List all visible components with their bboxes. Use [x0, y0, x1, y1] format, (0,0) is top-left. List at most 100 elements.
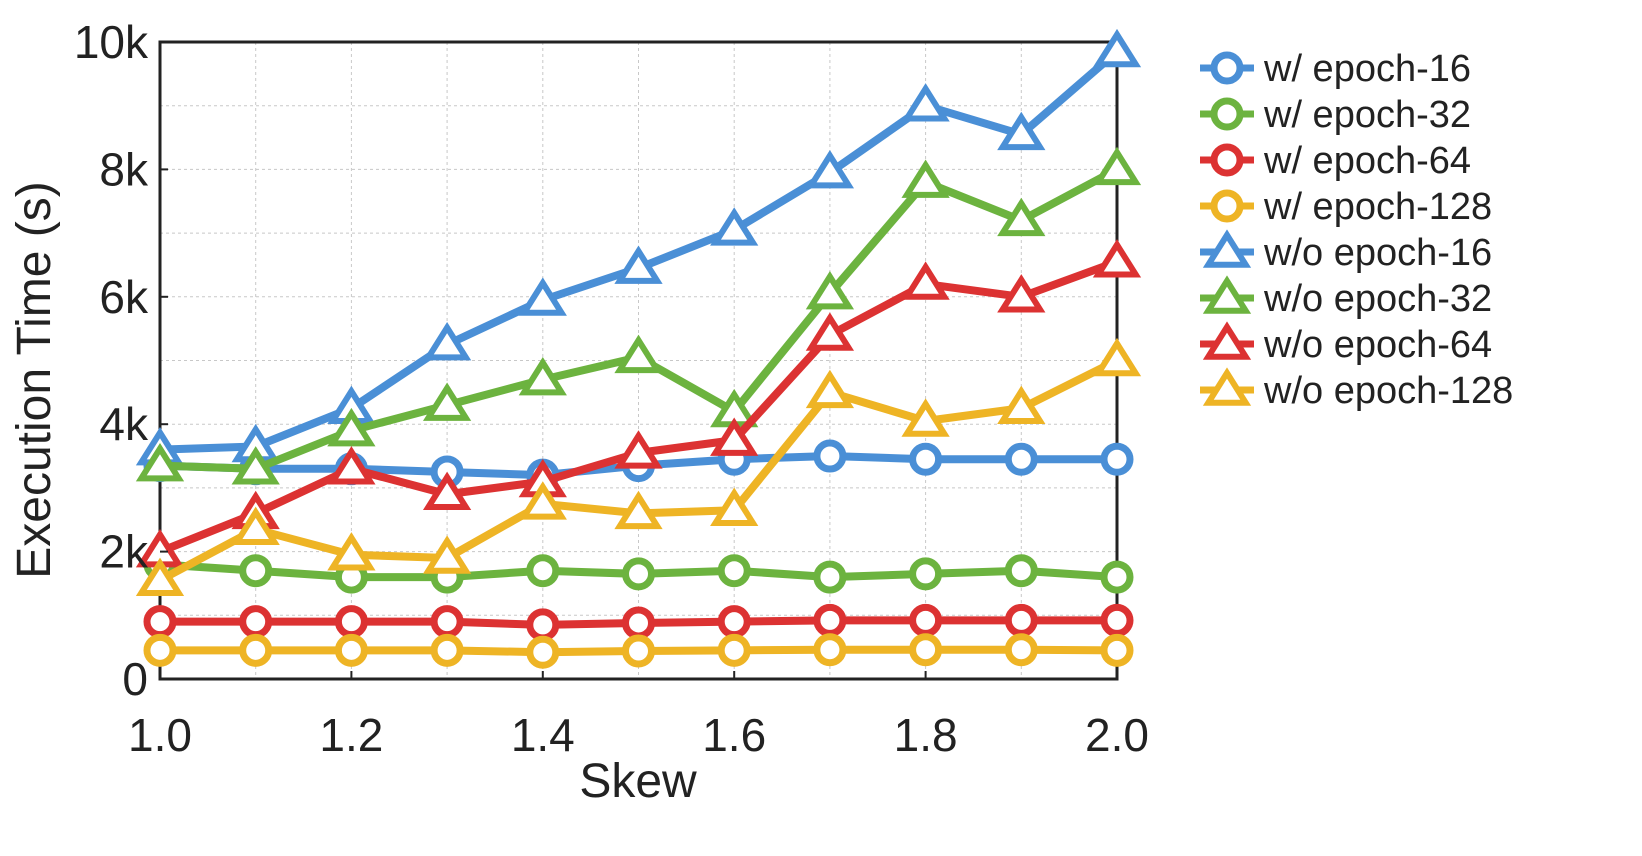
data-point: [901, 398, 950, 437]
legend-item: w/ epoch-64: [1200, 140, 1471, 182]
data-point: [813, 633, 847, 667]
data-point: [334, 633, 368, 667]
legend-marker: [1202, 367, 1252, 406]
data-point: [526, 608, 560, 642]
data-point: [1100, 560, 1134, 594]
x-tick-label: 1.6: [702, 709, 766, 761]
legend-marker: [1210, 143, 1244, 177]
data-point: [909, 633, 943, 667]
legend-item: w/o epoch-64: [1200, 321, 1492, 366]
x-axis-ticks: 1.0 1.2 1.4 1.6 1.8 2.0: [128, 671, 1149, 761]
data-point: [614, 490, 663, 530]
data-point: [518, 277, 567, 316]
legend-marker: [1202, 275, 1252, 314]
series-w-epoch-64: [143, 603, 1134, 642]
data-point: [1092, 337, 1142, 377]
y-tick-label: 0: [122, 653, 148, 705]
y-tick-label: 6k: [99, 271, 149, 323]
data-point: [622, 606, 655, 640]
data-point: [422, 321, 472, 361]
legend-marker: [1210, 51, 1244, 85]
x-tick-label: 1.0: [128, 709, 192, 761]
legend-item: w/ epoch-32: [1200, 94, 1471, 136]
legend-label: w/ epoch-128: [1263, 186, 1492, 228]
x-tick-label: 1.8: [894, 709, 958, 761]
data-point: [422, 535, 472, 574]
data-point: [231, 506, 280, 546]
legend-label: w/o epoch-32: [1263, 278, 1492, 320]
data-point: [813, 439, 847, 473]
legend-item: w/o epoch-128: [1200, 367, 1513, 412]
series-layer: [135, 28, 1142, 669]
data-point: [327, 532, 376, 571]
data-point: [1100, 442, 1134, 476]
data-point: [901, 83, 950, 122]
data-point: [526, 635, 560, 669]
data-point: [239, 633, 273, 667]
data-point: [135, 557, 185, 597]
y-axis-ticks: 0 2k 4k 6k 8k 10k: [74, 16, 168, 705]
x-tick-label: 1.4: [511, 709, 575, 761]
legend-item: w/o epoch-32: [1200, 275, 1492, 320]
data-point: [518, 356, 567, 396]
data-point: [805, 149, 855, 189]
data-point: [997, 197, 1046, 237]
data-point: [997, 274, 1046, 313]
legend-item: w/ epoch-16: [1200, 48, 1471, 90]
series-w-o-epoch-128: [135, 337, 1142, 597]
data-point: [710, 417, 759, 456]
data-point: [231, 446, 280, 485]
legend-item: w/ epoch-128: [1200, 186, 1492, 228]
data-point: [430, 605, 464, 639]
data-point: [422, 471, 472, 511]
data-point: [1092, 239, 1142, 278]
series-w-epoch-128: [143, 633, 1134, 669]
data-point: [614, 245, 663, 284]
data-point: [805, 312, 855, 351]
data-point: [813, 560, 847, 594]
data-point: [614, 430, 663, 469]
data-point: [909, 442, 943, 476]
legend-label: w/ epoch-64: [1263, 140, 1471, 182]
data-point: [997, 385, 1046, 425]
data-point: [1004, 442, 1038, 476]
data-point: [710, 487, 759, 526]
legend-item: w/o epoch-16: [1200, 229, 1492, 274]
data-point: [143, 633, 177, 667]
data-point: [239, 554, 273, 588]
y-tick-label: 10k: [74, 16, 149, 68]
data-point: [622, 557, 655, 591]
data-point: [614, 334, 663, 374]
data-point: [805, 369, 855, 409]
x-tick-label: 2.0: [1085, 709, 1149, 761]
data-point: [622, 634, 655, 668]
y-tick-label: 4k: [99, 398, 149, 450]
data-point: [1092, 28, 1142, 68]
y-axis-title: Execution Time (s): [8, 181, 61, 578]
legend-label: w/o epoch-128: [1263, 370, 1513, 412]
data-point: [430, 633, 464, 667]
data-point: [1100, 603, 1134, 637]
data-point: [327, 446, 376, 485]
data-point: [717, 633, 751, 667]
data-point: [1004, 633, 1038, 667]
data-point: [710, 207, 759, 246]
series-w-o-epoch-32: [135, 146, 1142, 485]
data-point: [1004, 554, 1038, 588]
data-point: [805, 270, 855, 310]
data-point: [327, 407, 376, 447]
data-point: [901, 261, 950, 300]
data-point: [909, 603, 943, 637]
y-tick-label: 2k: [99, 526, 149, 578]
data-point: [997, 111, 1046, 151]
legend: w/ epoch-16w/ epoch-32w/ epoch-64w/ epoc…: [1200, 48, 1513, 412]
data-point: [334, 605, 368, 639]
legend-marker: [1202, 229, 1252, 268]
data-point: [901, 159, 950, 198]
data-point: [1092, 146, 1142, 186]
legend-marker: [1202, 321, 1252, 360]
data-point: [717, 605, 751, 639]
data-point: [717, 554, 751, 588]
legend-label: w/o epoch-16: [1263, 232, 1492, 274]
legend-label: w/o epoch-64: [1263, 324, 1492, 366]
